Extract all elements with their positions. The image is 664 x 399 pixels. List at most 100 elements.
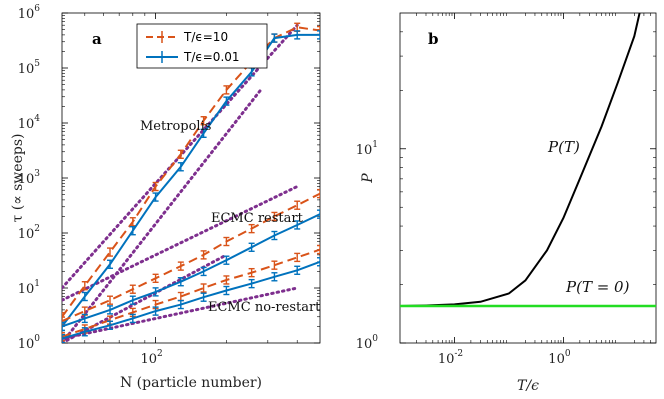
panel-a-y-axis-label: τ (∝ sweeps): [10, 134, 26, 223]
panel-b-series-line-0: [400, 13, 641, 307]
panel-a-data-point: [152, 181, 159, 192]
panel-a-data-point: [248, 223, 255, 234]
panel-a-data-point: [248, 242, 255, 252]
panel-a-data-point: [62, 321, 65, 332]
panel-a-data-point: [177, 277, 184, 287]
panel-a-y-tick-label: 101: [18, 279, 40, 297]
panel-b-x-tick-label: 100: [548, 349, 571, 367]
panel-a-data-point: [152, 287, 159, 297]
panel-a-series-line-5: [62, 260, 320, 340]
panel-a-series-line-2: [62, 192, 320, 323]
panel-a-data-point: [152, 192, 159, 202]
panel-a-data-point: [129, 295, 136, 305]
panel-b-x-axis-label: T/ϵ: [517, 378, 539, 394]
legend: T/ϵ=10 T/ϵ=0.01: [136, 23, 268, 69]
panel-a-data-point: [62, 333, 65, 343]
panel-a-y-tick-label: 104: [18, 114, 41, 132]
panel-a-data-point: [248, 267, 255, 278]
panel-a-data-point: [200, 292, 207, 302]
panel-a-data-point: [200, 283, 207, 293]
panel-b-y-tick-label: 100: [356, 334, 379, 352]
annotation-metropolis: Metropolis: [140, 119, 211, 134]
panel-a-label: a: [92, 30, 102, 48]
legend-box: [136, 23, 268, 69]
panel-a-data-point: [223, 275, 230, 285]
curve-label-p-of-t: P(T): [547, 138, 580, 156]
panel-a-data-point: [177, 299, 184, 310]
panel-a-series-line-0: [62, 26, 320, 318]
panel-a-data-point: [107, 247, 114, 257]
panel-a-data-point: [200, 266, 207, 277]
panel-a-y-tick-label: 105: [18, 59, 41, 77]
panel-a-data-point: [248, 278, 255, 289]
panel-a-data-point: [200, 250, 207, 260]
panel-a-data-point: [177, 162, 184, 172]
panel-a-series-line-4: [62, 248, 320, 338]
panel-b-axes: 10-2 100 100 101: [356, 13, 656, 367]
legend-label-t10: T/ϵ=10: [183, 30, 228, 44]
panel-a-reference-line-2: [62, 185, 299, 302]
panel-a-data-point: [152, 306, 159, 316]
panel-a-data-point: [317, 257, 320, 267]
panel-a-data-point: [271, 260, 278, 270]
legend-label-t001: T/ϵ=0.01: [183, 50, 240, 64]
panel-a-data-point: [200, 116, 207, 126]
panel-a-data-point: [294, 252, 301, 263]
panel-a-data-point: [107, 259, 114, 269]
panel-a-data-point: [129, 284, 136, 294]
panel-a-data-point: [129, 313, 136, 324]
panel-a-data-point: [81, 313, 88, 324]
panel-a-data-point: [294, 220, 301, 230]
panel-a-data-point: [271, 230, 278, 241]
panel-b-chart: 10-2 100 100 101 b P(T) P(T = 0) T/ϵ P: [356, 12, 657, 394]
panel-a-data-point: [81, 281, 88, 291]
panel-a-series-line-1: [62, 33, 320, 328]
panel-a-data-point: [223, 285, 230, 296]
panel-b-plot-area: [399, 12, 657, 344]
panel-a-data-point: [152, 273, 159, 284]
legend-entry-t001: T/ϵ=0.01: [146, 50, 240, 64]
panel-a-data-point: [223, 255, 230, 265]
panel-b-y-tick-label: 101: [356, 140, 378, 158]
panel-b-y-axis-label: P: [360, 173, 376, 184]
panel-a-data-point: [317, 188, 320, 199]
annotation-ecmc-restart: ECMC restart: [211, 211, 304, 226]
panel-a-x-axis-label: N (particle number): [120, 375, 262, 391]
panel-a-data-point: [223, 236, 230, 247]
panel-a-x-tick-label: 102: [140, 349, 162, 367]
panel-a-data-point: [81, 327, 88, 337]
panel-a-data-point: [271, 272, 278, 282]
panel-a-data-point: [107, 305, 114, 315]
panel-a-data-point: [107, 295, 114, 305]
panel-a-series: [62, 22, 320, 343]
panel-a-data-point: [177, 149, 184, 159]
panel-a-data-point: [129, 226, 136, 236]
panel-a-data-point: [107, 320, 114, 330]
panel-b-label: b: [428, 30, 439, 48]
panel-a-data-point: [271, 211, 278, 222]
panel-a-data-point: [200, 128, 207, 138]
panel-a-data-point: [271, 33, 278, 43]
panel-a-data-point: [317, 30, 320, 40]
panel-a-y-tick-label: 102: [18, 224, 40, 242]
panel-a-data-point: [223, 85, 230, 95]
panel-a-data-point: [62, 332, 65, 342]
panel-a-reference-line-4: [62, 286, 299, 341]
panel-a-data-point: [294, 200, 301, 210]
panel-a-series-line-3: [62, 213, 320, 328]
panel-a-data-point: [81, 291, 88, 302]
panel-a-reference-line-1: [62, 88, 263, 343]
panel-a-data-point: [294, 265, 301, 275]
legend-entry-t10: T/ϵ=10: [146, 30, 228, 44]
panel-a-data-point: [223, 96, 230, 106]
panel-a-reference-line-3: [62, 253, 228, 343]
panel-a-data-point: [129, 217, 136, 227]
panel-a-data-point: [317, 244, 320, 255]
panel-a-data-point: [317, 209, 320, 219]
panel-b-x-tick-label: 10-2: [438, 349, 463, 367]
annotation-ecmc-no-restart: ECMC no-restart: [208, 300, 321, 315]
curve-label-p-zero: P(T = 0): [565, 278, 630, 296]
panel-a-y-tick-label: 100: [18, 334, 41, 352]
